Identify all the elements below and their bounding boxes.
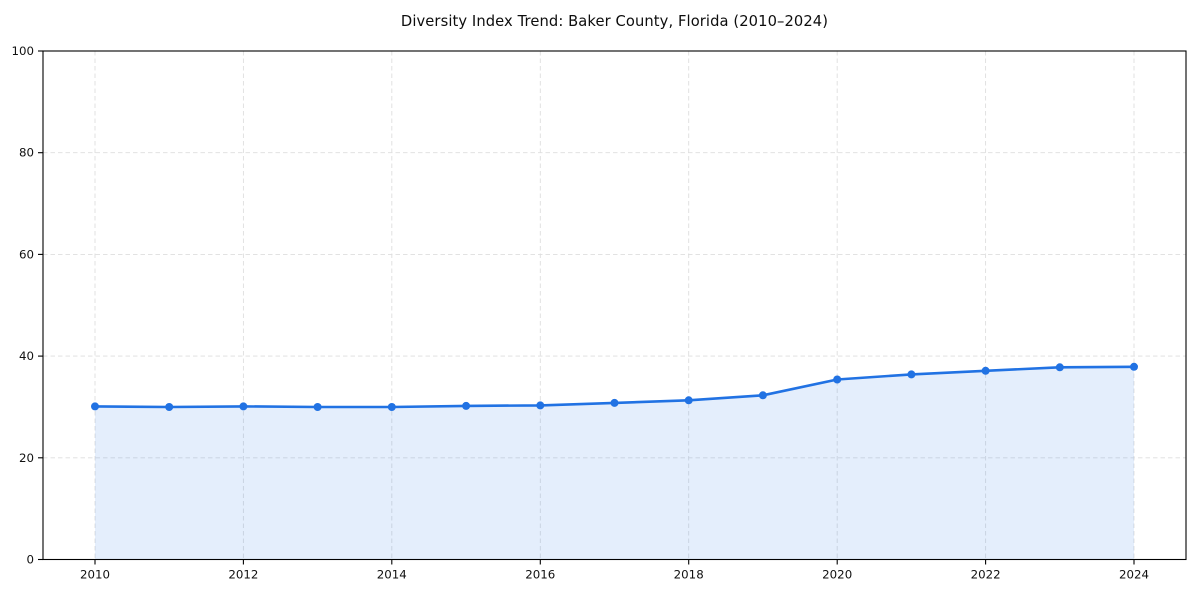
x-tick-label-2020: 2020 — [822, 568, 852, 582]
data-point-2019 — [758, 391, 767, 400]
y-tick-label-0: 0 — [26, 553, 34, 567]
y-tick-label-60: 60 — [19, 247, 34, 261]
data-point-2017 — [610, 398, 619, 407]
data-point-2021 — [907, 370, 916, 379]
data-point-2024 — [1130, 362, 1138, 371]
data-point-2016 — [536, 401, 545, 410]
chart-title: Diversity Index Trend: Baker County, Flo… — [400, 13, 829, 30]
data-point-2022 — [981, 366, 990, 375]
x-tick-label-2024: 2024 — [1119, 568, 1149, 582]
plot-border — [42, 50, 1187, 561]
x-tick-label-2022: 2022 — [971, 568, 1001, 582]
data-point-2011 — [165, 403, 174, 411]
y-tick-label-20: 20 — [19, 451, 34, 465]
data-point-2018 — [684, 396, 693, 405]
data-point-2020 — [833, 375, 842, 384]
x-tick-label-2012: 2012 — [228, 568, 258, 582]
y-tick-label-80: 80 — [19, 146, 34, 160]
data-point-2012 — [239, 402, 248, 411]
data-point-2010 — [91, 402, 99, 411]
data-point-2015 — [462, 401, 471, 410]
area-fill — [95, 366, 1134, 560]
x-tick-label-2014: 2014 — [377, 568, 407, 582]
data-point-2023 — [1055, 363, 1064, 372]
x-tick-label-2010: 2010 — [80, 568, 110, 582]
y-tick-label-100: 100 — [11, 44, 34, 58]
x-tick-label-2018: 2018 — [674, 568, 704, 582]
data-point-2014 — [387, 403, 396, 411]
x-tick-label-2016: 2016 — [525, 568, 555, 582]
y-tick-label-40: 40 — [19, 349, 34, 363]
data-point-2013 — [313, 403, 322, 411]
